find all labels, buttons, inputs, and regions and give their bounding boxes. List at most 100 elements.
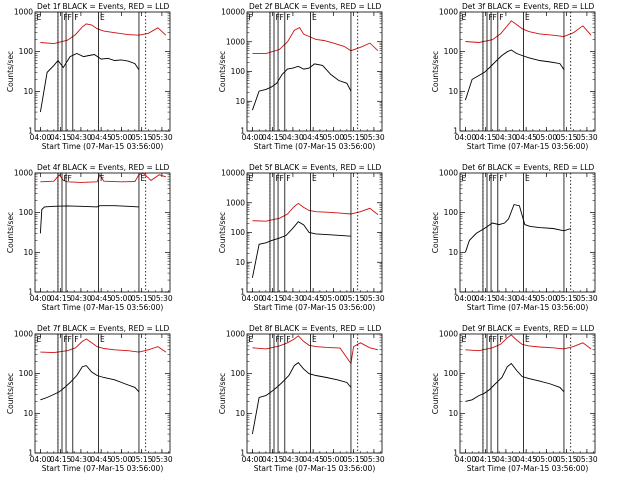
- y-tick-label: 1: [28, 127, 33, 136]
- x-tick-label: 05:15: [343, 294, 365, 303]
- interval-flag: F: [100, 174, 104, 183]
- x-tick-label: 04:30: [282, 133, 304, 142]
- series-line: [40, 365, 140, 401]
- x-tick-label: 05:00: [111, 455, 133, 464]
- x-tick-label: 04:00: [242, 133, 264, 142]
- series-line: [465, 362, 565, 402]
- interval-flag: E: [100, 13, 105, 22]
- x-tick-label: 04:15: [50, 455, 72, 464]
- y-axis-label: Counts/sec: [218, 212, 227, 253]
- interval-flag: E: [140, 174, 145, 183]
- y-tick-label: 1000: [439, 8, 458, 17]
- x-tick-label: 05:30: [576, 455, 598, 464]
- y-tick-label: 1000: [226, 330, 245, 339]
- y-tick-label: 1: [240, 127, 245, 136]
- interval-flag: F: [499, 174, 503, 183]
- interval-flag: E: [249, 335, 254, 344]
- x-tick-label: 05:00: [323, 133, 345, 142]
- interval-flag: E: [312, 174, 317, 183]
- x-axis-label: Start Time (07-Mar-15 03:56:00): [42, 303, 164, 312]
- x-axis-label: Start Time (07-Mar-15 03:56:00): [467, 142, 589, 151]
- x-tick-label: 05:15: [131, 133, 153, 142]
- series-line: [40, 173, 167, 183]
- y-tick-label: 1000: [14, 8, 33, 17]
- x-tick-label: 05:00: [323, 455, 345, 464]
- chart-title: Det 5f BLACK = Events, RED = LLD: [249, 163, 382, 172]
- interval-flag: F: [276, 174, 280, 183]
- chart-panel: Det 2f BLACK = Events, RED = LLD04:0004:…: [218, 2, 385, 151]
- y-tick-label: 100: [444, 208, 459, 217]
- y-tick-label: 100: [444, 47, 459, 56]
- x-tick-label: 05:15: [343, 455, 365, 464]
- chart-panel: Det 8f BLACK = Events, RED = LLD04:0004:…: [218, 324, 385, 473]
- x-tick-label: 05:15: [556, 294, 578, 303]
- series-line: [40, 338, 167, 354]
- plot-frame: [34, 11, 171, 132]
- interval-flag: E: [312, 13, 317, 22]
- x-axis-label: Start Time (07-Mar-15 03:56:00): [254, 464, 376, 473]
- x-tick-label: 04:15: [475, 294, 497, 303]
- x-tick-label: 04:15: [50, 133, 72, 142]
- x-axis-label: Start Time (07-Mar-15 03:56:00): [467, 464, 589, 473]
- series-line: [465, 334, 592, 352]
- x-tick-label: 04:45: [302, 294, 324, 303]
- interval-flag: F: [493, 13, 497, 22]
- x-tick-label: 04:15: [262, 294, 284, 303]
- x-tick-label: 04:00: [242, 294, 264, 303]
- interval-flag: F: [280, 13, 284, 22]
- x-tick-label: 04:15: [262, 455, 284, 464]
- interval-flag: F: [68, 335, 72, 344]
- chart-panel: Det 1f BLACK = Events, RED = LLD04:0004:…: [6, 2, 173, 151]
- x-tick-label: 04:00: [30, 455, 52, 464]
- x-tick-label: 04:30: [495, 455, 517, 464]
- interval-flag: F: [276, 335, 280, 344]
- interval-flag: F: [74, 335, 78, 344]
- interval-flag: E: [249, 174, 254, 183]
- x-tick-label: 05:30: [151, 294, 173, 303]
- x-tick-label: 04:00: [455, 455, 477, 464]
- y-tick-label: 1000: [14, 330, 33, 339]
- plot-frame: [246, 333, 383, 454]
- series-line: [40, 23, 167, 45]
- interval-flag: F: [286, 13, 290, 22]
- x-tick-label: 05:15: [343, 133, 365, 142]
- chart-panel: Det 6f BLACK = Events, RED = LLD04:0004:…: [431, 163, 598, 312]
- y-tick-label: 10: [23, 87, 33, 96]
- interval-flag: F: [489, 335, 493, 344]
- interval-flag: F: [286, 174, 290, 183]
- interval-flag: F: [493, 174, 497, 183]
- y-tick-label: 10000: [221, 169, 245, 178]
- x-tick-label: 04:45: [302, 455, 324, 464]
- x-tick-label: 05:30: [151, 455, 173, 464]
- interval-flag: E: [525, 335, 530, 344]
- y-tick-label: 1000: [14, 169, 33, 178]
- x-tick-label: 05:30: [363, 294, 385, 303]
- interval-flag: E: [462, 13, 467, 22]
- chart-panel: Det 9f BLACK = Events, RED = LLD04:0004:…: [431, 324, 598, 473]
- chart-title: Det 6f BLACK = Events, RED = LLD: [462, 163, 595, 172]
- x-tick-label: 04:45: [90, 133, 112, 142]
- series-line: [252, 27, 379, 55]
- y-tick-label: 10: [235, 409, 245, 418]
- x-tick-label: 05:00: [536, 455, 558, 464]
- chart-title: Det 8f BLACK = Events, RED = LLD: [249, 324, 382, 333]
- x-tick-label: 05:30: [576, 294, 598, 303]
- x-tick-label: 04:00: [242, 455, 264, 464]
- interval-flag: F: [249, 13, 253, 22]
- chart-title: Det 1f BLACK = Events, RED = LLD: [37, 2, 170, 11]
- interval-flag: F: [68, 174, 72, 183]
- plot-frame: [34, 172, 171, 293]
- y-axis-label: Counts/sec: [431, 212, 440, 253]
- x-tick-label: 05:15: [131, 294, 153, 303]
- y-tick-label: 1: [28, 449, 33, 458]
- series-line: [464, 49, 565, 101]
- series-line: [465, 20, 592, 43]
- y-tick-label: 1000: [439, 330, 458, 339]
- y-tick-label: 1000: [439, 169, 458, 178]
- y-axis-label: Counts/sec: [431, 51, 440, 92]
- x-tick-label: 04:30: [282, 455, 304, 464]
- y-tick-label: 100: [231, 67, 246, 76]
- interval-flag: E: [525, 174, 530, 183]
- series-line: [251, 63, 352, 111]
